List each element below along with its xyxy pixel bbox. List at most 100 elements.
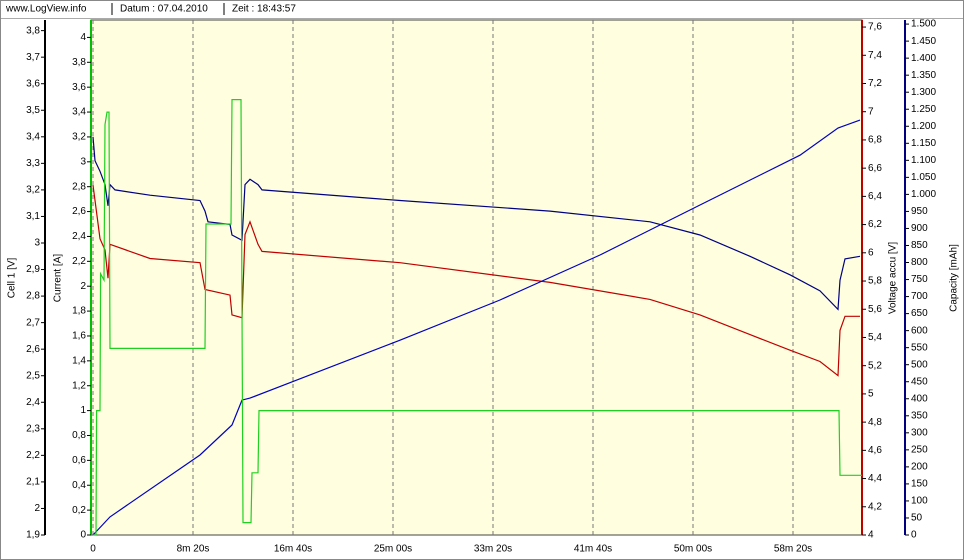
- y-tick-label: 200: [911, 462, 928, 473]
- y-tick-label: 1.000: [911, 189, 936, 200]
- y-tick-label: 2,6: [26, 344, 40, 355]
- y-tick-label: 3,5: [26, 105, 40, 116]
- y-tick-label: 1,2: [72, 380, 86, 391]
- y-tick-label: 2,5: [26, 370, 40, 381]
- y-tick-label: 3,6: [26, 78, 40, 89]
- y-tick-label: 6,4: [868, 191, 882, 202]
- y-tick-label: 500: [911, 359, 928, 370]
- header-time: Zeit : 18:43:57: [232, 4, 296, 15]
- series-line: [92, 185, 860, 377]
- y-tick-label: 6,2: [868, 219, 882, 230]
- y-tick-label: 3,8: [72, 57, 86, 68]
- x-tick-label: 8m 20s: [177, 544, 210, 555]
- y-tick-label: 4,2: [868, 501, 882, 512]
- y-tick-label: 5,6: [868, 304, 882, 315]
- y-tick-label: 950: [911, 206, 928, 217]
- y-tick-label: 1,8: [72, 306, 86, 317]
- y-tick-label: 700: [911, 291, 928, 302]
- y-tick-label: 1: [80, 405, 86, 416]
- y-tick-label: 550: [911, 342, 928, 353]
- y-tick-label: 2,7: [26, 317, 40, 328]
- x-tick-label: 58m 20s: [774, 544, 812, 555]
- y-tick-label: 2,8: [26, 291, 40, 302]
- y-tick-label: 3,4: [26, 131, 40, 142]
- y-tick-label: 0,2: [72, 505, 86, 516]
- y-tick-label: 900: [911, 223, 928, 234]
- y-tick-label: 6: [868, 247, 874, 258]
- y-tick-label: 4,6: [868, 445, 882, 456]
- y-tick-label: 400: [911, 393, 928, 404]
- x-tick-label: 50m 00s: [674, 544, 712, 555]
- header-date: Datum : 07.04.2010: [120, 4, 208, 15]
- y-tick-label: 800: [911, 257, 928, 268]
- y-tick-label: 7,2: [868, 78, 882, 89]
- y-tick-label: 3,8: [26, 25, 40, 36]
- y-tick-label: 3,2: [72, 132, 86, 143]
- y-tick-label: 1.300: [911, 87, 936, 98]
- y-axis-title: Current [A]: [53, 254, 64, 303]
- y-tick-label: 6,8: [868, 135, 882, 146]
- y-axis-title: Voltage accu [V]: [888, 242, 899, 314]
- y-tick-label: 0: [911, 530, 917, 541]
- y-tick-label: 3: [80, 156, 86, 167]
- y-tick-label: 1.250: [911, 104, 936, 115]
- y-tick-label: 1,9: [26, 530, 40, 541]
- y-tick-label: 7,4: [868, 50, 882, 61]
- plot-area: [90, 19, 863, 536]
- y-tick-label: 0,6: [72, 455, 86, 466]
- y-tick-label: 5,4: [868, 332, 882, 343]
- y-tick-label: 0,4: [72, 480, 86, 491]
- y-tick-label: 4,4: [868, 473, 882, 484]
- y-tick-label: 5,8: [868, 276, 882, 287]
- y-tick-label: 2,6: [72, 206, 86, 217]
- y-tick-label: 850: [911, 240, 928, 251]
- y-tick-label: 2,4: [26, 397, 40, 408]
- y-tick-label: 3: [34, 238, 40, 249]
- y-tick-label: 2: [34, 503, 40, 514]
- y-tick-label: 600: [911, 325, 928, 336]
- y-tick-label: 5: [868, 389, 874, 400]
- y-tick-label: 5,2: [868, 360, 882, 371]
- y-tick-label: 300: [911, 427, 928, 438]
- y-tick-label: 3,1: [26, 211, 40, 222]
- y-tick-label: 1.200: [911, 121, 936, 132]
- header-site: www.LogView.info: [5, 4, 87, 15]
- series-line: [93, 99, 862, 536]
- y-tick-label: 3,4: [72, 107, 86, 118]
- y-tick-label: 2,2: [26, 450, 40, 461]
- x-tick-label: 41m 40s: [574, 544, 612, 555]
- y-tick-label: 7: [868, 106, 874, 117]
- y-tick-label: 650: [911, 308, 928, 319]
- y-axis-title: Cell 1 [V]: [7, 257, 18, 298]
- y-tick-label: 2,4: [72, 231, 86, 242]
- y-tick-label: 150: [911, 479, 928, 490]
- y-tick-label: 2: [80, 281, 86, 292]
- y-tick-label: 3,6: [72, 82, 86, 93]
- y-tick-label: 750: [911, 274, 928, 285]
- x-tick-label: 16m 40s: [274, 544, 312, 555]
- x-tick-label: 33m 20s: [474, 544, 512, 555]
- y-axis-title: Capacity [mAh]: [949, 244, 960, 312]
- y-tick-label: 4: [80, 32, 86, 43]
- x-tick-label: 0: [90, 544, 96, 555]
- y-tick-label: 1.350: [911, 70, 936, 81]
- y-tick-label: 50: [911, 513, 923, 524]
- y-tick-label: 450: [911, 376, 928, 387]
- y-tick-label: 1.050: [911, 172, 936, 183]
- y-tick-label: 2,3: [26, 423, 40, 434]
- y-tick-label: 3,3: [26, 158, 40, 169]
- y-tick-label: 1.100: [911, 155, 936, 166]
- y-tick-label: 100: [911, 496, 928, 507]
- y-tick-label: 1.150: [911, 138, 936, 149]
- y-tick-label: 2,2: [72, 256, 86, 267]
- y-tick-label: 1,4: [72, 355, 86, 366]
- y-tick-label: 3,2: [26, 185, 40, 196]
- y-tick-label: 0,8: [72, 430, 86, 441]
- y-tick-label: 0: [80, 530, 86, 541]
- y-tick-label: 250: [911, 444, 928, 455]
- series-line: [92, 119, 861, 536]
- y-tick-label: 4: [868, 530, 874, 541]
- y-tick-label: 6,6: [868, 163, 882, 174]
- y-tick-label: 7,6: [868, 22, 882, 33]
